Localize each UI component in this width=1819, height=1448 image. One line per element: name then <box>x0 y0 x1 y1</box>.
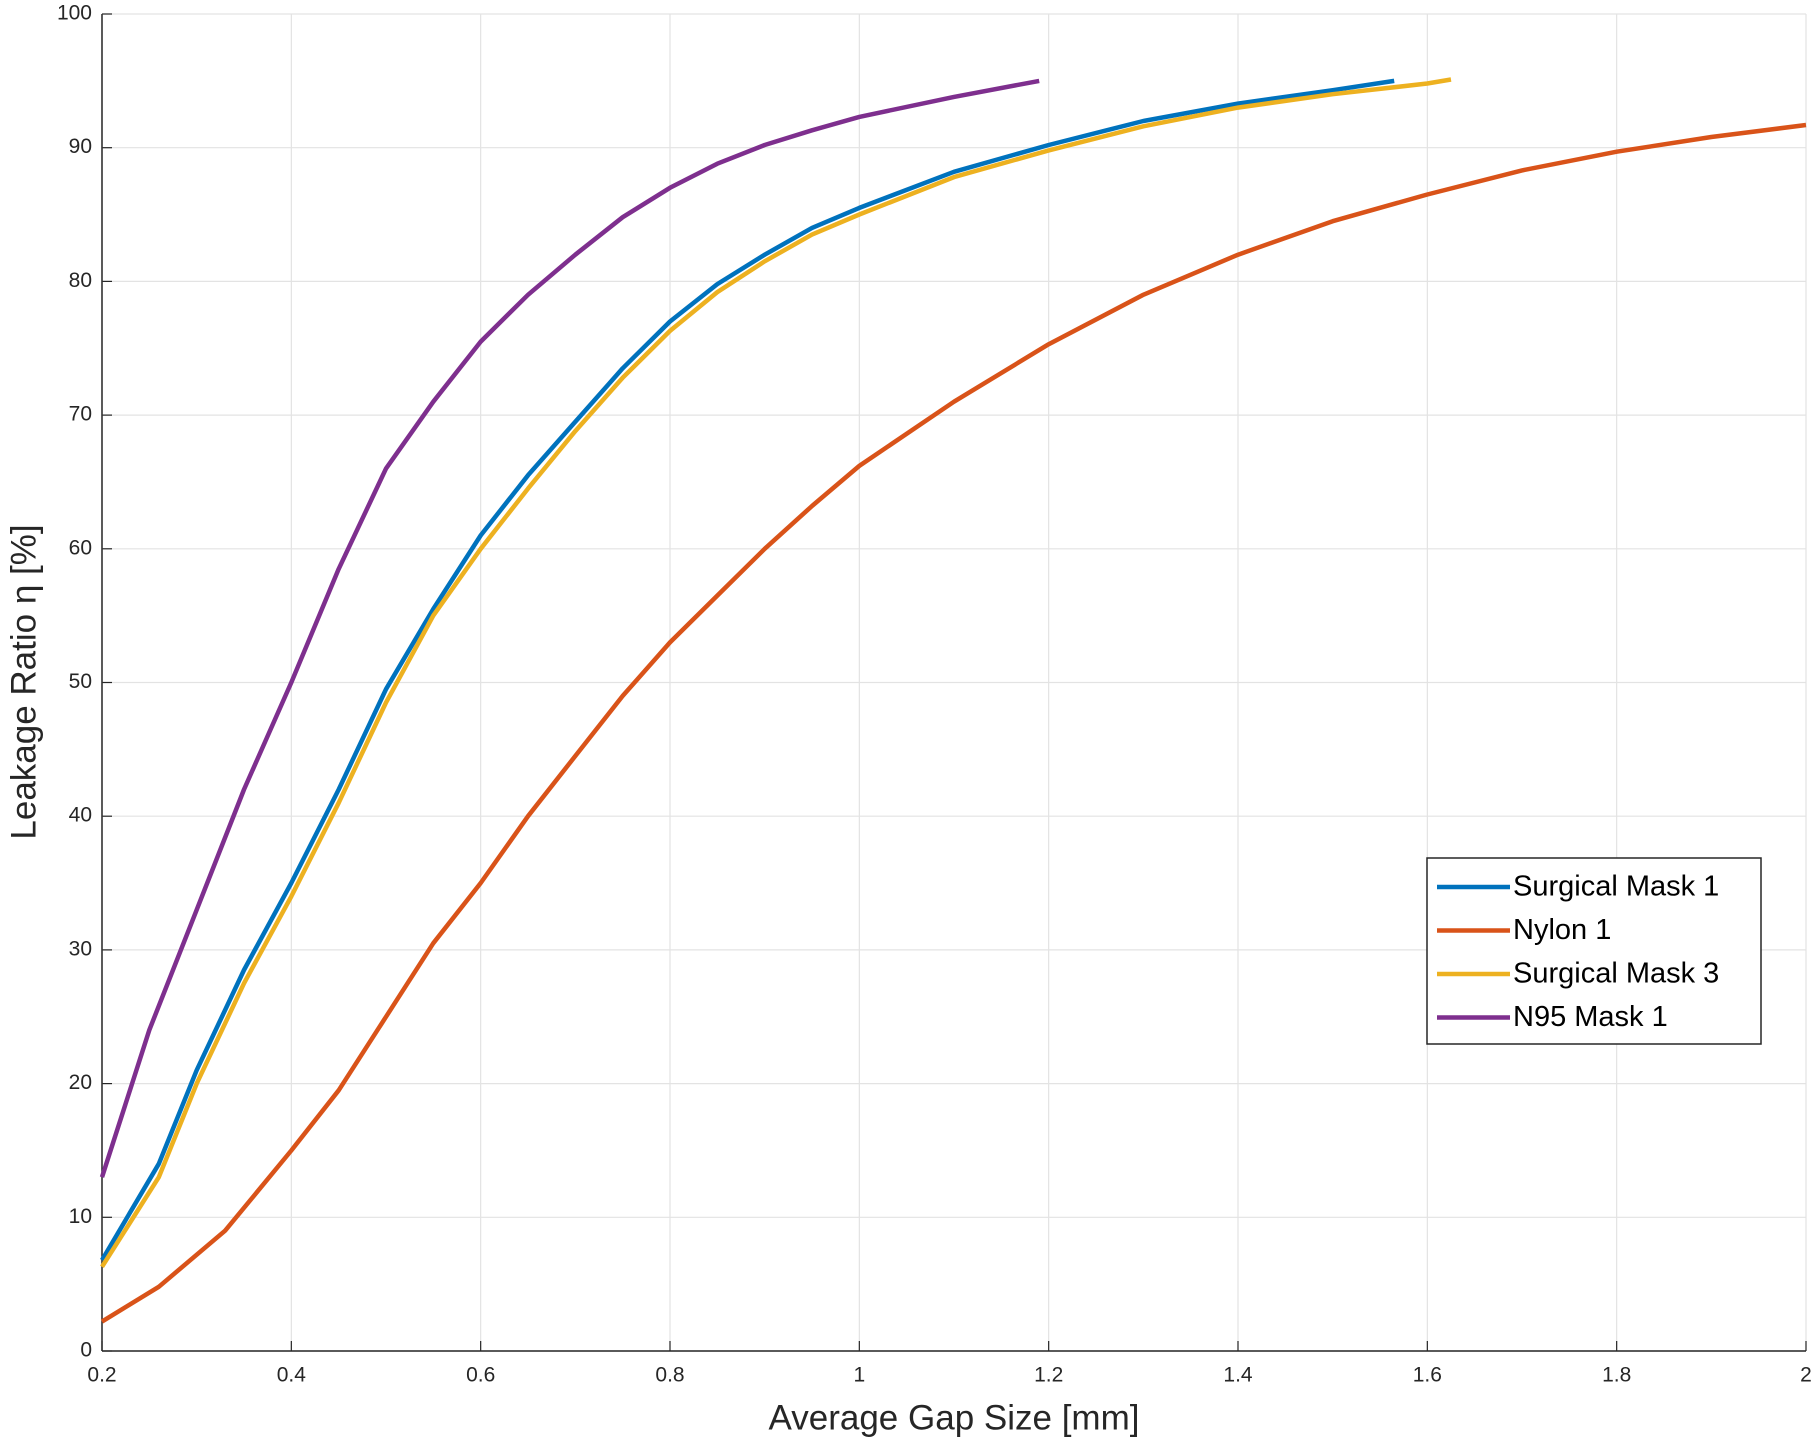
x-axis-label: Average Gap Size [mm] <box>769 1398 1140 1437</box>
x-tick-label: 0.2 <box>87 1364 116 1387</box>
x-tick-label: 1.2 <box>1034 1364 1063 1387</box>
y-tick-label: 60 <box>69 536 92 559</box>
x-tick-label: 0.4 <box>277 1364 307 1387</box>
x-tick-label: 0.6 <box>466 1364 495 1387</box>
y-tick-label: 50 <box>69 670 92 693</box>
x-tick-label: 2 <box>1800 1364 1812 1387</box>
line-series <box>99 78 1040 1178</box>
legend-label: Surgical Mask 1 <box>1513 871 1719 903</box>
line-series <box>100 78 1395 1262</box>
x-tick-label: 1.6 <box>1413 1364 1442 1387</box>
y-axis-label: Leakage Ratio η [%] <box>4 524 43 839</box>
y-tick-label: 20 <box>69 1071 92 1094</box>
x-tick-label: 1.8 <box>1602 1364 1631 1387</box>
legend-label: N95 Mask 1 <box>1513 1001 1668 1033</box>
line-series <box>100 77 1452 1269</box>
legend-label: Nylon 1 <box>1513 914 1611 946</box>
y-tick-label: 10 <box>69 1205 92 1228</box>
y-tick-label: 0 <box>80 1339 92 1362</box>
x-tick-label: 1.4 <box>1223 1364 1253 1387</box>
y-tick-label: 90 <box>69 135 92 158</box>
y-tick-label: 40 <box>69 804 92 827</box>
x-tick-label: 0.8 <box>655 1364 684 1387</box>
y-tick-label: 70 <box>69 403 92 426</box>
y-tick-label: 100 <box>57 2 92 25</box>
y-tick-label: 80 <box>69 269 92 292</box>
legend-label: Surgical Mask 3 <box>1513 958 1719 990</box>
x-tick-label: 1 <box>853 1364 865 1387</box>
y-tick-label: 30 <box>69 937 92 960</box>
line-series <box>100 122 1807 1324</box>
